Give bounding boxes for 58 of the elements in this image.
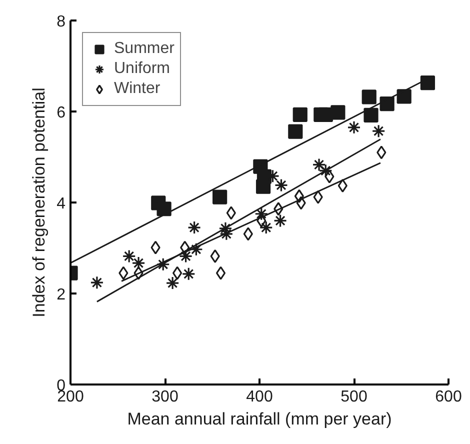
- point: [212, 190, 228, 204]
- point: [132, 256, 146, 270]
- point: [189, 242, 203, 256]
- x-tick-label: 400: [246, 388, 273, 406]
- point: [182, 267, 196, 281]
- point: [166, 276, 180, 290]
- point: [318, 164, 332, 178]
- point: [156, 258, 170, 272]
- point: [220, 227, 234, 241]
- point: [338, 178, 348, 192]
- point: [90, 276, 104, 290]
- y-tick-label: 2: [56, 286, 66, 304]
- point: [330, 105, 346, 120]
- y-tick-label: 4: [56, 196, 66, 212]
- x-tick-label: 300: [152, 388, 178, 406]
- point: [243, 227, 253, 241]
- point: [312, 158, 326, 172]
- point: [122, 249, 136, 263]
- point: [118, 266, 128, 280]
- point: [396, 89, 412, 104]
- point: [254, 207, 268, 221]
- point: [216, 266, 226, 280]
- point: [288, 124, 303, 139]
- point: [172, 266, 182, 280]
- point: [256, 179, 271, 194]
- y-tick-label: 6: [56, 104, 66, 122]
- legend-label: Winter: [114, 79, 160, 99]
- point: [187, 220, 202, 234]
- point: [218, 222, 232, 236]
- legend-label: Summer: [114, 39, 174, 59]
- x-tick-label: 600: [435, 388, 462, 406]
- point: [294, 189, 304, 203]
- point: [210, 249, 220, 263]
- y-axis-title: Index of regeneration potential: [30, 88, 49, 318]
- point: [347, 120, 361, 134]
- x-tick-label: 500: [340, 388, 368, 406]
- point: [362, 90, 376, 104]
- point: [134, 266, 144, 280]
- x-axis-title: Mean annual rainfall (mm per year): [127, 410, 392, 428]
- point: [376, 146, 386, 160]
- point: [150, 240, 160, 254]
- y-tick-label: 8: [56, 14, 66, 30]
- point: [313, 190, 323, 204]
- point: [156, 202, 172, 216]
- point: [256, 214, 266, 228]
- point: [273, 214, 288, 228]
- point: [364, 108, 378, 122]
- legend-label: Uniform: [114, 59, 170, 79]
- point: [296, 196, 306, 210]
- point: [274, 178, 288, 192]
- point: [274, 202, 284, 216]
- point: [178, 249, 193, 263]
- point: [259, 220, 273, 234]
- point: [324, 170, 334, 184]
- point: [292, 107, 308, 122]
- point: [226, 206, 236, 220]
- point: [180, 240, 190, 254]
- point: [420, 76, 436, 90]
